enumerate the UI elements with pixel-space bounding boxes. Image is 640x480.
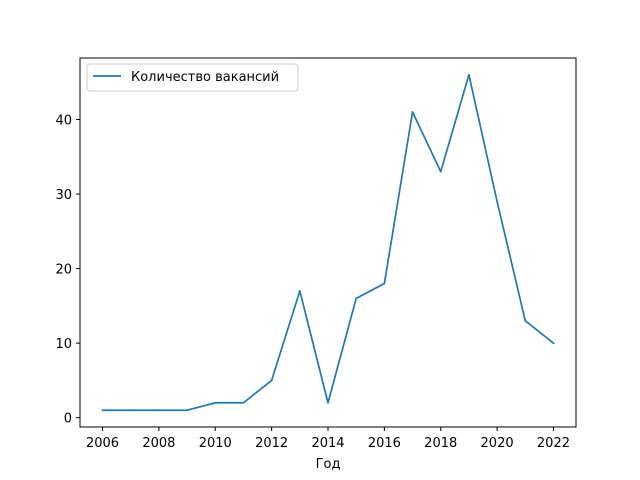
data-point — [439, 170, 442, 173]
data-point — [101, 409, 104, 412]
y-tick-label: 0 — [64, 412, 72, 427]
data-point — [327, 401, 329, 404]
data-point — [298, 290, 301, 292]
legend: Количество вакансий — [86, 63, 299, 92]
y-tick-label: 30 — [55, 188, 72, 203]
data-point — [129, 409, 132, 412]
data-point — [355, 297, 358, 300]
x-tick-label: 2018 — [424, 436, 457, 451]
y-tick-label: 10 — [55, 337, 72, 352]
series-layer — [101, 73, 555, 412]
data-point — [496, 200, 498, 203]
data-point — [186, 409, 188, 412]
x-tick-label: 2006 — [86, 436, 119, 451]
data-point — [214, 401, 217, 404]
legend-entry: Количество вакансий — [131, 70, 279, 85]
x-tick-label: 2022 — [537, 436, 570, 451]
x-axis-ticks: 2006 2008 2010 2012 2014 2016 2018 2020 2022 — [86, 427, 570, 451]
x-tick-label: 2012 — [255, 436, 288, 451]
data-point — [383, 282, 386, 285]
data-point — [242, 401, 245, 404]
data-point — [468, 73, 470, 76]
x-tick-label: 2020 — [481, 436, 514, 451]
data-point — [411, 111, 414, 113]
x-tick-label: 2008 — [142, 436, 175, 451]
data-point — [270, 379, 273, 382]
x-tick-label: 2010 — [199, 436, 232, 451]
data-point — [552, 342, 555, 345]
legend-box — [86, 63, 299, 92]
data-point — [158, 409, 160, 412]
x-tick-label: 2016 — [368, 436, 401, 451]
y-tick-label: 20 — [55, 263, 72, 278]
data-point — [524, 319, 527, 322]
x-axis-label: Год — [316, 457, 341, 472]
y-tick-label: 40 — [55, 114, 72, 129]
y-axis-ticks: 0 10 20 30 40 — [55, 114, 80, 427]
x-tick-label: 2014 — [311, 436, 344, 451]
